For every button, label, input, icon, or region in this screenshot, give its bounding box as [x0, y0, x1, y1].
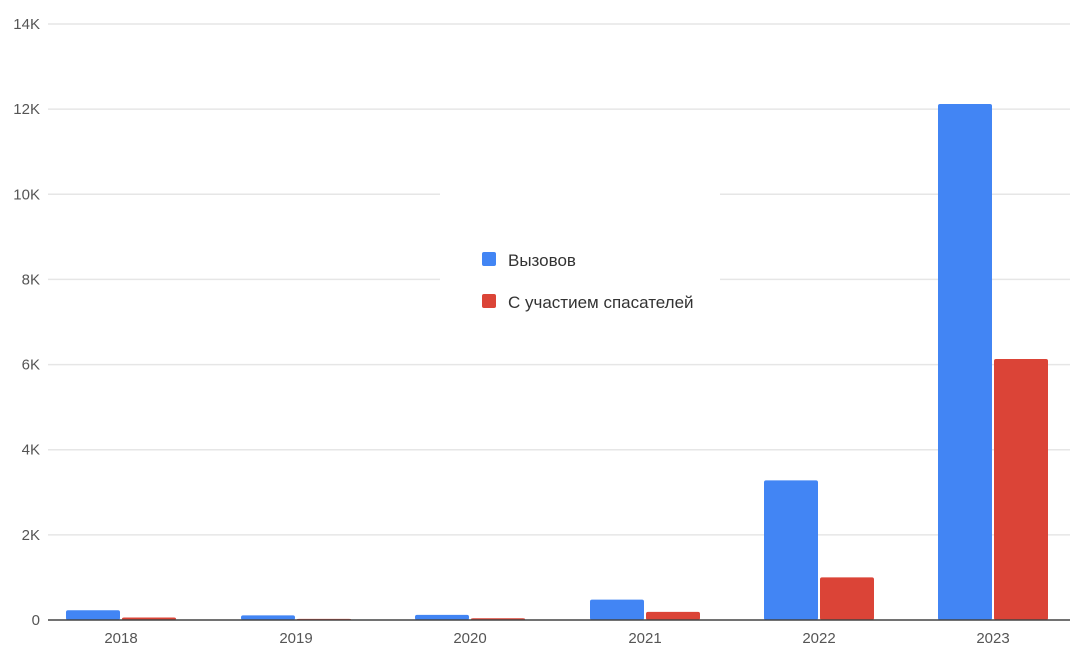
y-tick-label-12K: 12K	[13, 101, 40, 118]
y-tick-label-2K: 2K	[22, 527, 40, 544]
bar-rescuers-2022	[820, 577, 874, 620]
y-tick-label-14K: 14K	[13, 16, 40, 33]
y-tick-label-4K: 4K	[22, 442, 40, 459]
legend-label-rescuers: С участием спасателей	[508, 293, 694, 312]
y-tick-label-6K: 6K	[22, 357, 40, 374]
bar-calls-2019	[241, 615, 295, 620]
bar-rescuers-2023	[994, 359, 1048, 620]
x-tick-label-2023: 2023	[976, 630, 1009, 646]
x-tick-label-2021: 2021	[628, 630, 661, 646]
bar-calls-2018	[66, 610, 120, 620]
legend-label-calls: Вызовов	[508, 251, 576, 270]
bar-calls-2021	[590, 599, 644, 620]
axes: 0 2K 4K 6K 8K 10K 12K 14K 2018 2019 2020 2021 2022 20…	[13, 16, 1070, 647]
legend: Вызовов С участием спасателей	[440, 188, 720, 328]
bar-calls-2023	[938, 104, 992, 620]
y-tick-label-0: 0	[32, 612, 40, 629]
bar-calls-2022	[764, 480, 818, 620]
x-tick-label-2018: 2018	[104, 630, 137, 646]
legend-swatch-calls	[482, 252, 496, 266]
y-tick-label-10K: 10K	[13, 186, 40, 203]
x-tick-label-2020: 2020	[453, 630, 486, 646]
y-tick-label-8K: 8K	[22, 271, 40, 288]
x-tick-label-2022: 2022	[802, 630, 835, 646]
x-tick-label-2019: 2019	[279, 630, 312, 646]
bar-rescuers-2021	[646, 611, 700, 620]
legend-swatch-rescuers	[482, 294, 496, 308]
bars	[66, 104, 1048, 620]
bar-calls-2020	[415, 614, 469, 620]
